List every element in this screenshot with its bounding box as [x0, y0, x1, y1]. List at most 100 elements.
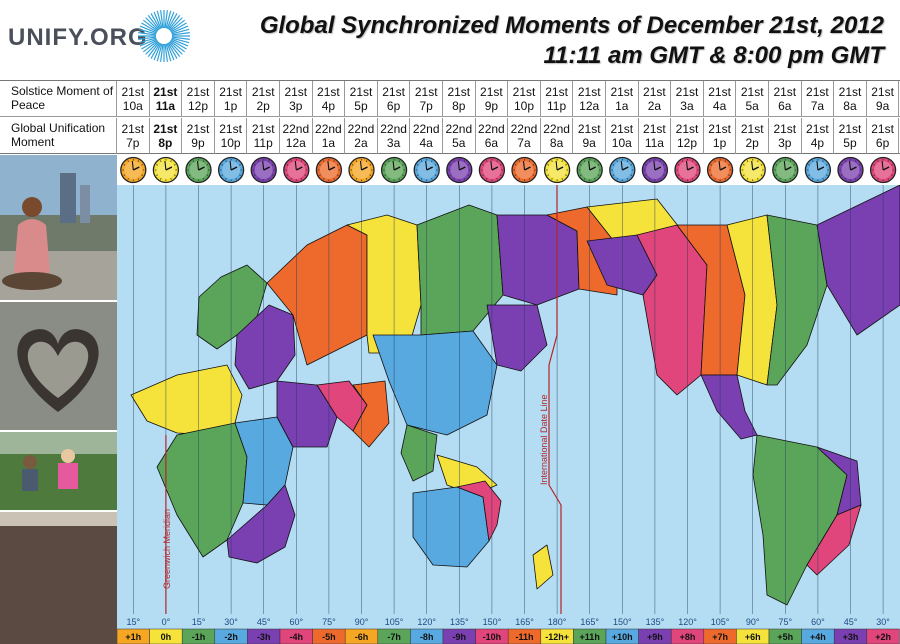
offset-label: +1h — [125, 632, 141, 642]
unify-cell: 22nd 3a — [378, 118, 411, 154]
unify-cell: 21st 6p — [867, 118, 900, 154]
unify-time: 12a — [285, 136, 306, 150]
unify-cell: 21st 12p — [671, 118, 704, 154]
unify-time: 12p — [676, 136, 697, 150]
unify-time: 10p — [220, 136, 241, 150]
solstice-time: 3p — [289, 99, 303, 113]
solstice-day: 21st — [773, 85, 797, 99]
unify-time: 3p — [778, 136, 792, 150]
solstice-time: 7p — [419, 99, 433, 113]
solstice-time: 5p — [354, 99, 368, 113]
solstice-cell: 21st 1p — [215, 81, 248, 117]
offset-label: -7h — [387, 632, 401, 642]
degree-label: 30° — [224, 617, 238, 627]
solstice-time: 9a — [875, 99, 890, 113]
unify-day: 21st — [121, 122, 145, 136]
unify-cell: 22nd 6a — [476, 118, 509, 154]
degree-label: 60° — [289, 617, 303, 627]
time-zone-map: Greenwich Meridian International Date Lin… — [117, 185, 900, 644]
degree-label: 150° — [483, 617, 502, 627]
solstice-time: 6a — [778, 99, 792, 113]
degree-label: 180° — [548, 617, 567, 627]
degree-label: 60° — [811, 617, 825, 627]
unify-cell: 22nd 8a — [541, 118, 574, 154]
unify-day: 21st — [577, 122, 601, 136]
unify-day: 21st — [871, 122, 894, 136]
solstice-day: 21st — [414, 85, 438, 99]
solstice-cell: 21st 4p — [313, 81, 346, 117]
unify-day: 21st — [643, 122, 666, 136]
unify-time: 4a — [419, 136, 433, 150]
landmass — [234, 304, 296, 390]
solstice-cell: 21st 10a — [117, 81, 150, 117]
degree-label: 105° — [385, 617, 404, 627]
longitude-scale: 15° +1h 0° 0h 15° -1h 30° -2h 45° -3h 60° -4h 75° -5h… — [117, 614, 900, 644]
solstice-time: 6p — [386, 99, 401, 113]
solstice-day: 21st — [871, 85, 894, 99]
solstice-day: 21st — [545, 85, 568, 99]
unification-row-label: Global Unification Moment — [0, 118, 117, 154]
solstice-day: 21st — [740, 85, 764, 99]
unify-day: 22nd — [510, 122, 538, 136]
unify-day: 22nd — [543, 122, 570, 136]
solstice-cell: 21st 5p — [345, 81, 378, 117]
clock-icon — [217, 156, 245, 184]
unify-day: 21st — [186, 122, 210, 136]
solstice-cell: 21st 6p — [378, 81, 411, 117]
unify-cell: 21st 11p — [247, 118, 280, 154]
solstice-day: 21st — [121, 85, 145, 99]
page-title: Global Synchronized Moments of December … — [259, 12, 884, 39]
offset-label: +8h — [680, 632, 696, 642]
clock-icon — [446, 156, 473, 184]
clock-icon — [120, 156, 147, 184]
clock-icon — [380, 156, 408, 184]
unify-time: 5a — [452, 136, 466, 150]
offset-label: -5h — [322, 632, 336, 642]
offset-label: +11h — [580, 632, 600, 642]
landmass — [532, 544, 554, 590]
unify-day: 21st — [838, 122, 862, 136]
degree-label: 15° — [192, 617, 206, 627]
degree-label: 165° — [580, 617, 599, 627]
unify-cell: 22nd 1a — [313, 118, 346, 154]
solstice-time: 8p — [452, 99, 466, 113]
unify-cell: 21st 8p — [150, 118, 183, 154]
unify-day: 22nd — [282, 122, 310, 136]
solstice-cell: 21st 8a — [834, 81, 867, 117]
solstice-cell: 21st 3p — [280, 81, 313, 117]
solstice-time: 7a — [810, 99, 825, 113]
offset-label: -9h — [453, 632, 467, 642]
solstice-day: 21st — [480, 85, 503, 99]
unify-time: 2a — [354, 136, 368, 150]
degree-label: 165° — [515, 617, 534, 627]
clock-icon — [706, 156, 734, 184]
greenwich-label: Greenwich Meridian — [162, 509, 172, 589]
landmass — [456, 480, 502, 542]
solstice-day: 21st — [349, 85, 373, 99]
landmass — [226, 484, 296, 564]
unify-cell: 21st 3p — [769, 118, 802, 154]
landmass — [486, 304, 548, 372]
solstice-cell: 21st 9p — [476, 81, 509, 117]
clock-icon — [804, 156, 832, 184]
unify-time: 3a — [386, 136, 401, 150]
unify-cell: 21st 9p — [182, 118, 215, 154]
offset-label: +5h — [777, 632, 793, 642]
unify-cell: 21st 7p — [117, 118, 150, 154]
unify-day: 22nd — [347, 122, 375, 136]
solstice-cell: 21st 10p — [508, 81, 541, 117]
clock-icon — [674, 156, 701, 184]
unify-time: 6a — [484, 136, 499, 150]
degree-label: 105° — [711, 617, 730, 627]
solstice-day: 21st — [675, 85, 699, 99]
page-subtitle: 11:11 am GMT & 8:00 pm GMT — [543, 42, 884, 69]
unify-day: 21st — [708, 122, 731, 136]
landmass — [372, 330, 498, 436]
clock-icon — [283, 156, 310, 184]
unify-time: 2p — [745, 136, 759, 150]
photo-children — [0, 432, 117, 510]
unify-day: 22nd — [412, 122, 440, 136]
solstice-day: 21st — [284, 85, 308, 99]
unify-day: 21st — [251, 122, 275, 136]
clock-icon — [478, 156, 506, 184]
